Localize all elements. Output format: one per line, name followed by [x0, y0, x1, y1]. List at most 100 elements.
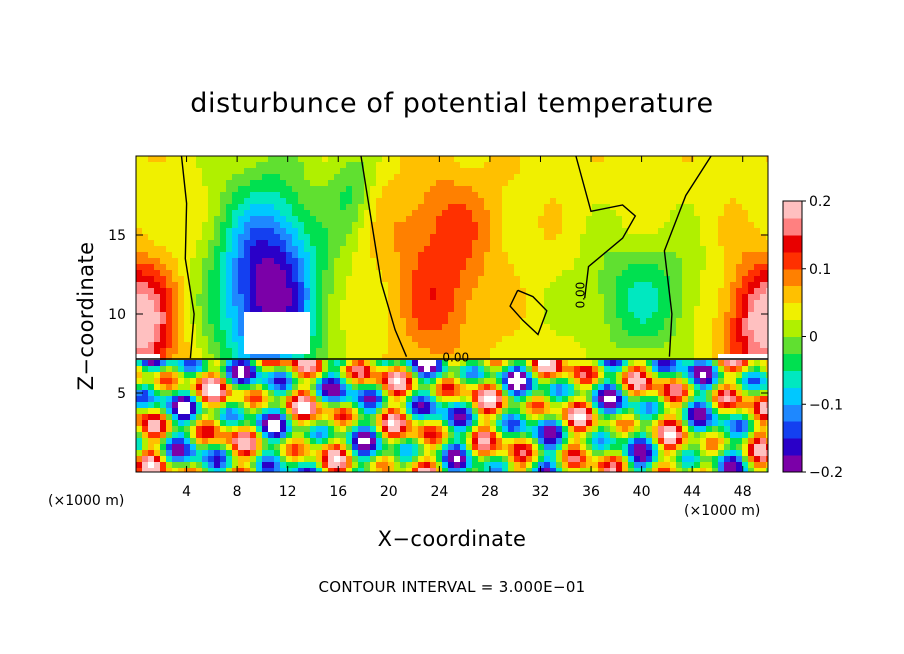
heatmap-cell — [316, 360, 322, 366]
heatmap-cell — [292, 330, 298, 336]
heatmap-cell — [406, 300, 412, 306]
heatmap-cell — [430, 366, 436, 372]
heatmap-cell — [280, 234, 286, 240]
heatmap-cell — [538, 300, 544, 306]
heatmap-cell — [274, 348, 280, 354]
heatmap-cell — [184, 288, 190, 294]
heatmap-cell — [238, 222, 244, 228]
heatmap-cell — [700, 168, 706, 174]
heatmap-cell — [556, 186, 562, 192]
heatmap-cell — [262, 276, 268, 282]
heatmap-cell — [520, 222, 526, 228]
heatmap-cell — [412, 354, 418, 360]
heatmap-cell — [634, 426, 640, 432]
heatmap-cell — [742, 330, 748, 336]
heatmap-cell — [640, 420, 646, 426]
heatmap-cell — [634, 240, 640, 246]
heatmap-cell — [376, 414, 382, 420]
heatmap-cell — [472, 306, 478, 312]
heatmap-cell — [568, 294, 574, 300]
heatmap-cell — [238, 168, 244, 174]
heatmap-cell — [466, 288, 472, 294]
heatmap-cell — [238, 372, 244, 378]
heatmap-cell — [244, 252, 250, 258]
heatmap-cell — [436, 378, 442, 384]
heatmap-cell — [316, 384, 322, 390]
heatmap-cell — [448, 234, 454, 240]
heatmap-cell — [136, 228, 142, 234]
heatmap-cell — [292, 276, 298, 282]
heatmap-cell — [538, 222, 544, 228]
heatmap-cell — [346, 348, 352, 354]
heatmap-cell — [490, 192, 496, 198]
heatmap-cell — [520, 366, 526, 372]
heatmap-cell — [220, 174, 226, 180]
heatmap-cell — [322, 414, 328, 420]
heatmap-cell — [334, 372, 340, 378]
heatmap-cell — [424, 426, 430, 432]
heatmap-cell — [370, 312, 376, 318]
heatmap-cell — [454, 390, 460, 396]
heatmap-cell — [556, 180, 562, 186]
heatmap-cell — [598, 252, 604, 258]
heatmap-cell — [694, 432, 700, 438]
heatmap-cell — [442, 354, 448, 360]
heatmap-cell — [292, 426, 298, 432]
heatmap-cell — [292, 432, 298, 438]
heatmap-cell — [532, 192, 538, 198]
heatmap-cell — [592, 432, 598, 438]
heatmap-cell — [220, 270, 226, 276]
heatmap-cell — [514, 360, 520, 366]
heatmap-cell — [592, 426, 598, 432]
heatmap-cell — [568, 270, 574, 276]
heatmap-cell — [136, 372, 142, 378]
heatmap-cell — [166, 336, 172, 342]
heatmap-cell — [634, 258, 640, 264]
heatmap-cell — [268, 204, 274, 210]
heatmap-cell — [364, 282, 370, 288]
heatmap-cell — [178, 318, 184, 324]
heatmap-cell — [694, 426, 700, 432]
heatmap-cell — [388, 390, 394, 396]
heatmap-cell — [268, 312, 274, 318]
heatmap-cell — [370, 180, 376, 186]
heatmap-cell — [214, 258, 220, 264]
heatmap-cell — [580, 174, 586, 180]
heatmap-cell — [712, 246, 718, 252]
heatmap-cell — [238, 408, 244, 414]
heatmap-cell — [172, 360, 178, 366]
heatmap-cell — [586, 252, 592, 258]
heatmap-cell — [514, 300, 520, 306]
heatmap-cell — [754, 234, 760, 240]
heatmap-cell — [640, 372, 646, 378]
heatmap-cell — [724, 360, 730, 366]
heatmap-cell — [136, 396, 142, 402]
heatmap-cell — [448, 324, 454, 330]
heatmap-cell — [646, 378, 652, 384]
heatmap-cell — [538, 258, 544, 264]
heatmap-cell — [364, 288, 370, 294]
heatmap-cell — [760, 312, 766, 318]
heatmap-cell — [646, 402, 652, 408]
heatmap-cell — [388, 372, 394, 378]
heatmap-cell — [562, 276, 568, 282]
heatmap-cell — [580, 408, 586, 414]
heatmap-cell — [154, 258, 160, 264]
heatmap-cell — [640, 426, 646, 432]
heatmap-cell — [538, 240, 544, 246]
heatmap-cell — [454, 372, 460, 378]
heatmap-cell — [694, 378, 700, 384]
heatmap-cell — [388, 348, 394, 354]
heatmap-cell — [352, 192, 358, 198]
heatmap-cell — [244, 210, 250, 216]
heatmap-cell — [412, 282, 418, 288]
heatmap-cell — [568, 348, 574, 354]
heatmap-cell — [634, 246, 640, 252]
heatmap-cell — [670, 342, 676, 348]
heatmap-cell — [568, 162, 574, 168]
heatmap-cell — [208, 282, 214, 288]
heatmap-cell — [724, 198, 730, 204]
heatmap-cell — [502, 408, 508, 414]
heatmap-cell — [490, 162, 496, 168]
heatmap-cell — [598, 258, 604, 264]
